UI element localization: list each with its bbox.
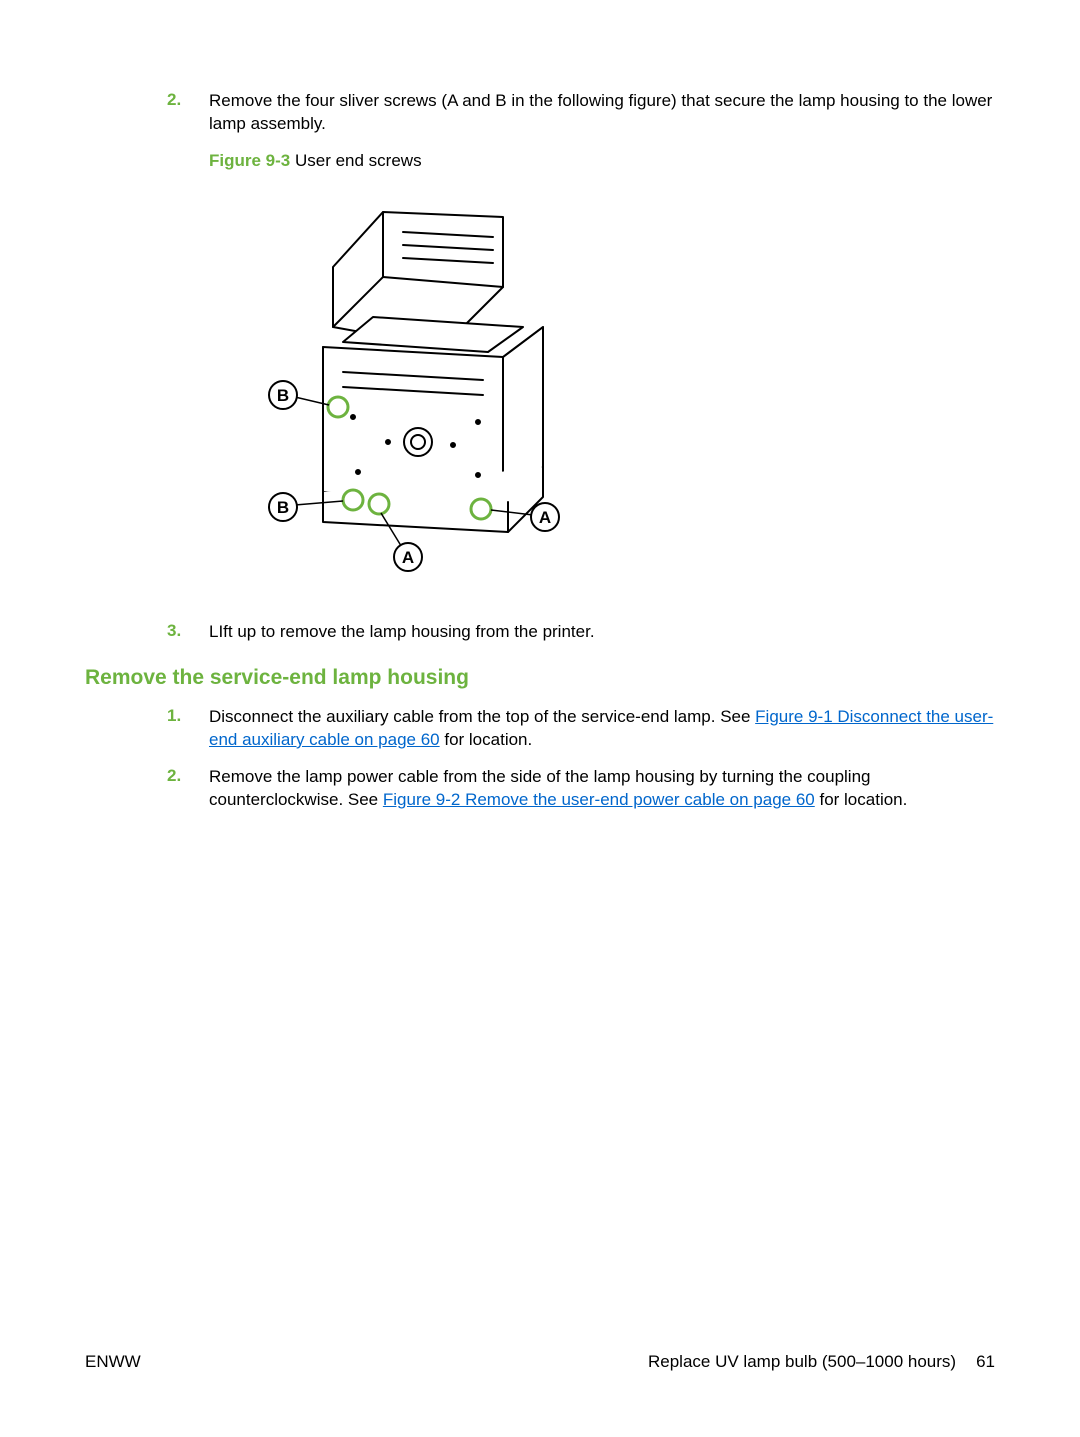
figure-caption: Figure 9-3 User end screws	[209, 150, 995, 173]
figure-caption-label: Figure 9-3	[209, 151, 290, 170]
callout-b1: B	[277, 386, 289, 405]
step-text: LIft up to remove the lamp housing from …	[209, 621, 995, 644]
content-body: 2. Remove the four sliver screws (A and …	[167, 90, 995, 812]
footer-page-number: 61	[976, 1352, 995, 1372]
step-item: 2. Remove the lamp power cable from the …	[167, 766, 995, 812]
step-number: 3.	[167, 621, 209, 644]
step-item: 3. LIft up to remove the lamp housing fr…	[167, 621, 995, 644]
callout-a2: A	[402, 548, 414, 567]
step-text: Remove the lamp power cable from the sid…	[209, 766, 995, 812]
page-footer: ENWW Replace UV lamp bulb (500–1000 hour…	[85, 1352, 995, 1372]
step-body-text: LIft up to remove the lamp housing from …	[209, 622, 595, 641]
footer-right: Replace UV lamp bulb (500–1000 hours) 61	[648, 1352, 995, 1372]
step-number: 2.	[167, 766, 209, 812]
footer-section-title: Replace UV lamp bulb (500–1000 hours)	[648, 1352, 956, 1372]
footer-left: ENWW	[85, 1352, 141, 1372]
callout-a1: A	[539, 508, 551, 527]
figure-caption-text: User end screws	[290, 151, 421, 170]
step-number: 1.	[167, 706, 209, 752]
step-text: Remove the four sliver screws (A and B i…	[209, 90, 995, 607]
callout-b2: B	[277, 498, 289, 517]
figure-area: B B A A	[209, 197, 995, 577]
step-pre-text: Disconnect the auxiliary cable from the …	[209, 707, 755, 726]
step-post-text: for location.	[440, 730, 533, 749]
section-heading: Remove the service-end lamp housing	[85, 666, 995, 690]
step-text: Disconnect the auxiliary cable from the …	[209, 706, 995, 752]
step-body-text: Remove the four sliver screws (A and B i…	[209, 91, 992, 133]
step-number: 2.	[167, 90, 209, 607]
lamp-housing-diagram: B B A A	[253, 197, 573, 577]
step-item: 2. Remove the four sliver screws (A and …	[167, 90, 995, 607]
step-post-text: for location.	[815, 790, 908, 809]
document-page: 2. Remove the four sliver screws (A and …	[0, 0, 1080, 1437]
figure-reference-link[interactable]: Figure 9-2 Remove the user-end power cab…	[383, 790, 815, 809]
step-item: 1. Disconnect the auxiliary cable from t…	[167, 706, 995, 752]
